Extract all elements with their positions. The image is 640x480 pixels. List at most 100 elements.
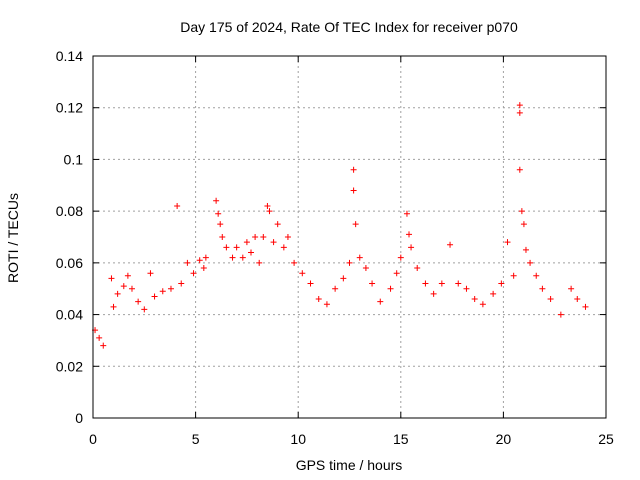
data-point: [159, 288, 166, 295]
data-point: [533, 272, 540, 279]
data-point: [504, 239, 511, 246]
data-point: [110, 303, 117, 310]
data-point: [184, 259, 191, 266]
data-point: [323, 301, 330, 308]
data-point: [215, 210, 222, 217]
data-point: [284, 234, 291, 240]
y-tick-label: 0: [75, 410, 83, 426]
y-tick-label: 0.02: [56, 358, 83, 374]
data-point: [547, 296, 554, 303]
data-point: [135, 298, 142, 305]
data-point: [479, 301, 486, 308]
x-axis-label: GPS time / hours: [296, 457, 403, 473]
data-point: [174, 202, 181, 209]
x-tick-label: 0: [89, 431, 97, 447]
data-point: [233, 244, 240, 251]
data-point: [522, 246, 529, 253]
data-point: [96, 334, 103, 341]
chart-title: Day 175 of 2024, Rate Of TEC Index for r…: [180, 19, 518, 35]
data-point: [120, 283, 127, 290]
data-point: [124, 272, 131, 279]
data-point: [274, 221, 281, 228]
data-point: [213, 197, 220, 204]
data-points: [92, 102, 589, 349]
data-point: [147, 270, 154, 277]
data-point: [141, 306, 148, 313]
grid-lines: [93, 56, 606, 418]
data-point: [414, 265, 421, 272]
data-point: [223, 244, 230, 251]
data-point: [256, 259, 263, 266]
data-point: [266, 208, 273, 215]
x-tick-label: 15: [393, 431, 409, 447]
data-point: [114, 290, 121, 297]
data-point: [264, 202, 271, 209]
data-point: [582, 303, 589, 310]
data-point: [369, 280, 376, 287]
data-point: [352, 221, 359, 228]
data-point: [307, 280, 314, 287]
data-point: [128, 285, 135, 292]
data-point: [200, 265, 207, 272]
data-point: [539, 285, 546, 292]
data-point: [280, 244, 287, 251]
data-point: [557, 311, 564, 318]
data-point: [196, 257, 203, 264]
data-point: [568, 285, 575, 292]
data-point: [243, 239, 250, 246]
data-point: [516, 102, 523, 109]
data-point: [438, 280, 445, 287]
data-point: [362, 265, 369, 272]
data-point: [527, 259, 534, 266]
data-point: [239, 254, 246, 261]
y-tick-label: 0.14: [56, 48, 83, 64]
data-point: [518, 208, 525, 215]
data-point: [455, 280, 462, 287]
data-point: [356, 254, 363, 261]
data-point: [574, 296, 581, 303]
data-point: [377, 298, 384, 305]
data-point: [260, 234, 267, 240]
axis-ticks: 0 5 10 15 20 25 0 0.02 0.04 0.06 0.08 0.1 0.12 0.14: [56, 48, 614, 447]
data-point: [299, 270, 306, 277]
data-point: [217, 221, 224, 228]
x-tick-label: 5: [192, 431, 200, 447]
y-tick-label: 0.08: [56, 203, 83, 219]
x-tick-label: 25: [598, 431, 614, 447]
data-point: [229, 254, 236, 261]
plot-frame: [92, 55, 607, 419]
data-point: [202, 254, 209, 261]
data-point: [463, 285, 470, 292]
y-axis-label: ROTI / TECUs: [5, 193, 21, 283]
data-point: [346, 259, 353, 266]
data-point: [332, 285, 339, 292]
data-point: [270, 239, 277, 246]
y-tick-label: 0.1: [64, 151, 84, 167]
data-point: [350, 187, 357, 194]
data-point: [397, 254, 404, 261]
data-point: [108, 275, 115, 282]
data-point: [406, 231, 413, 238]
y-tick-label: 0.12: [56, 100, 83, 116]
data-point: [471, 296, 478, 303]
data-point: [430, 290, 437, 297]
data-point: [516, 166, 523, 173]
data-point: [190, 270, 197, 277]
data-point: [403, 210, 410, 217]
data-point: [219, 234, 226, 240]
data-point: [178, 280, 185, 287]
data-point: [408, 244, 415, 251]
data-point: [447, 241, 454, 248]
data-point: [520, 221, 527, 228]
data-point: [248, 249, 255, 256]
data-point: [252, 234, 259, 240]
x-tick-label: 20: [496, 431, 512, 447]
y-tick-label: 0.04: [56, 307, 83, 323]
data-point: [393, 270, 400, 277]
data-point: [340, 275, 347, 282]
x-tick-label: 10: [290, 431, 306, 447]
data-point: [167, 285, 174, 292]
data-point: [100, 342, 107, 349]
y-tick-label: 0.06: [56, 255, 83, 271]
